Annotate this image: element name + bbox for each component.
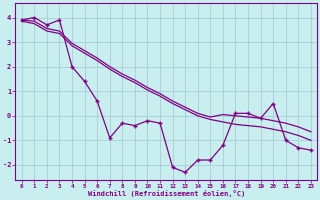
X-axis label: Windchill (Refroidissement éolien,°C): Windchill (Refroidissement éolien,°C) [88,190,245,197]
